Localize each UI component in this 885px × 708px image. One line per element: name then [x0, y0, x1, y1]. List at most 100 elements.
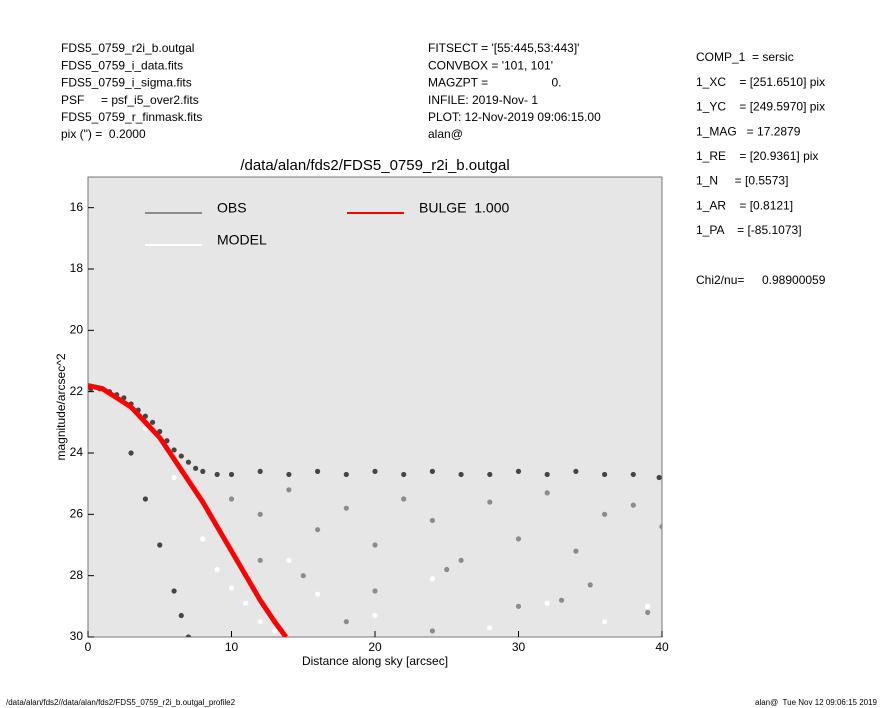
y-tick-label: 28 — [70, 568, 84, 582]
scatter-point — [458, 471, 464, 478]
scatter-point — [343, 619, 349, 625]
scatter-point — [243, 600, 249, 606]
header-middle-line: PLOT: 12-Nov-2019 09:06:15.00 — [428, 110, 601, 124]
scatter-point — [558, 597, 565, 603]
header-right-line: 1_YC = [249.5970] pix — [696, 100, 825, 114]
scatter-point — [544, 490, 550, 496]
header-middle-line: INFILE: 2019-Nov- 1 — [428, 93, 538, 107]
scatter-point — [200, 536, 206, 542]
scatter-point — [602, 511, 608, 517]
profile-line — [88, 383, 289, 637]
scatter-point — [343, 471, 349, 478]
scatter-point — [429, 517, 435, 524]
scatter-point — [157, 542, 163, 548]
footer-right: alan@ Tue Nov 12 09:06:15 2019 — [755, 698, 878, 707]
chi2-label: Chi2/nu= — [696, 273, 744, 287]
scatter-point — [602, 619, 608, 625]
header-right-line: 1_MAG = 17.2879 — [696, 124, 801, 138]
scatter-point — [171, 588, 177, 594]
scatter-point — [656, 474, 662, 481]
scatter-point — [487, 625, 493, 631]
legend-label: OBS — [217, 200, 247, 216]
scatter-point — [645, 609, 651, 616]
scatter-point — [429, 468, 435, 474]
header-left-line: FDS5_0759_r2i_b.outgal — [61, 41, 194, 55]
header-middle-line: CONVBOX = '101, 101' — [428, 58, 553, 72]
scatter-point — [630, 471, 636, 478]
header-left-line: FDS5_0759_i_sigma.fits — [61, 76, 192, 90]
legend-label: MODEL — [217, 232, 267, 248]
scatter-point — [544, 600, 550, 606]
scatter-point — [286, 557, 292, 563]
header-right-line: 1_RE = [20.9361] pix — [696, 149, 818, 163]
scatter-point — [444, 566, 450, 573]
y-tick-label: 16 — [70, 200, 84, 214]
x-axis-label: Distance along sky [arcsec] — [302, 654, 448, 668]
scatter-point — [587, 582, 593, 588]
scatter-point — [372, 468, 378, 474]
scatter-point — [372, 588, 378, 594]
scatter-point — [300, 573, 306, 579]
scatter-point — [128, 450, 134, 456]
y-tick-label: 24 — [70, 445, 84, 459]
header-left-line: pix (") = 0.2000 — [61, 127, 146, 141]
scatter-point — [315, 591, 321, 597]
x-tick-label: 20 — [368, 640, 382, 654]
scatter-point — [315, 468, 321, 474]
scatter-point — [171, 474, 177, 481]
header-right-line: 1_N = [0.5573] — [696, 174, 788, 188]
scatter-point — [343, 505, 349, 511]
x-tick-label: 30 — [512, 640, 526, 654]
scatter-point — [214, 566, 220, 573]
header-middle-line: alan@ — [428, 127, 463, 141]
scatter-point — [228, 496, 235, 502]
scatter-point — [573, 468, 579, 474]
scatter-point — [228, 471, 235, 478]
scatter-point — [271, 628, 278, 634]
scatter-point — [257, 557, 263, 563]
scatter-point — [573, 548, 579, 554]
y-axis-label: magnitude/arcsec^2 — [54, 353, 68, 460]
scatter-point — [659, 524, 662, 530]
header-middle-line: FITSECT = '[55:445,53:443]' — [428, 41, 579, 55]
x-tick-label: 0 — [85, 640, 92, 654]
scatter-point — [401, 496, 407, 502]
scatter-point — [214, 471, 220, 478]
scatter-point — [200, 468, 206, 474]
scatter-point — [142, 496, 148, 502]
scatter-point — [257, 511, 263, 517]
scatter-point — [193, 465, 199, 471]
scatter-point — [286, 471, 292, 478]
scatter-point — [487, 499, 493, 505]
footer-left: /data/alan/fds2//data/alan/fds2/FDS5_075… — [6, 698, 236, 707]
header-left-line: FDS5_0759_i_data.fits — [61, 58, 183, 72]
x-tick-label: 10 — [225, 640, 239, 654]
scatter-point — [515, 468, 522, 474]
scatter-point — [630, 502, 636, 508]
scatter-point — [185, 459, 192, 465]
scatter-point — [286, 487, 292, 493]
scatter-point — [178, 453, 184, 459]
header-right-line: COMP_1 = sersic — [696, 50, 794, 64]
y-tick-label: 26 — [70, 507, 84, 521]
scatter-point — [257, 468, 263, 474]
y-tick-label: 20 — [70, 323, 84, 337]
chi2-value: 0.98900059 — [762, 273, 826, 287]
scatter-point — [401, 471, 407, 478]
plot-marks — [88, 383, 662, 637]
header-right-line: 1_AR = [0.8121] — [696, 198, 793, 212]
x-tick-label: 40 — [655, 640, 669, 654]
header-left-line: PSF = psf_i5_over2.fits — [61, 93, 199, 107]
y-tick-label: 22 — [70, 384, 84, 398]
scatter-point — [515, 536, 522, 542]
scatter-point — [515, 603, 522, 609]
scatter-point — [171, 447, 177, 453]
y-tick-label: 30 — [70, 629, 84, 643]
scatter-point — [458, 557, 464, 563]
scatter-point — [645, 603, 651, 609]
header-middle-line: MAGZPT = 0. — [428, 76, 561, 90]
legend-label: BULGE 1.000 — [419, 200, 509, 216]
scatter-point — [315, 527, 321, 533]
scatter-point — [544, 471, 550, 478]
scatter-point — [149, 419, 156, 425]
